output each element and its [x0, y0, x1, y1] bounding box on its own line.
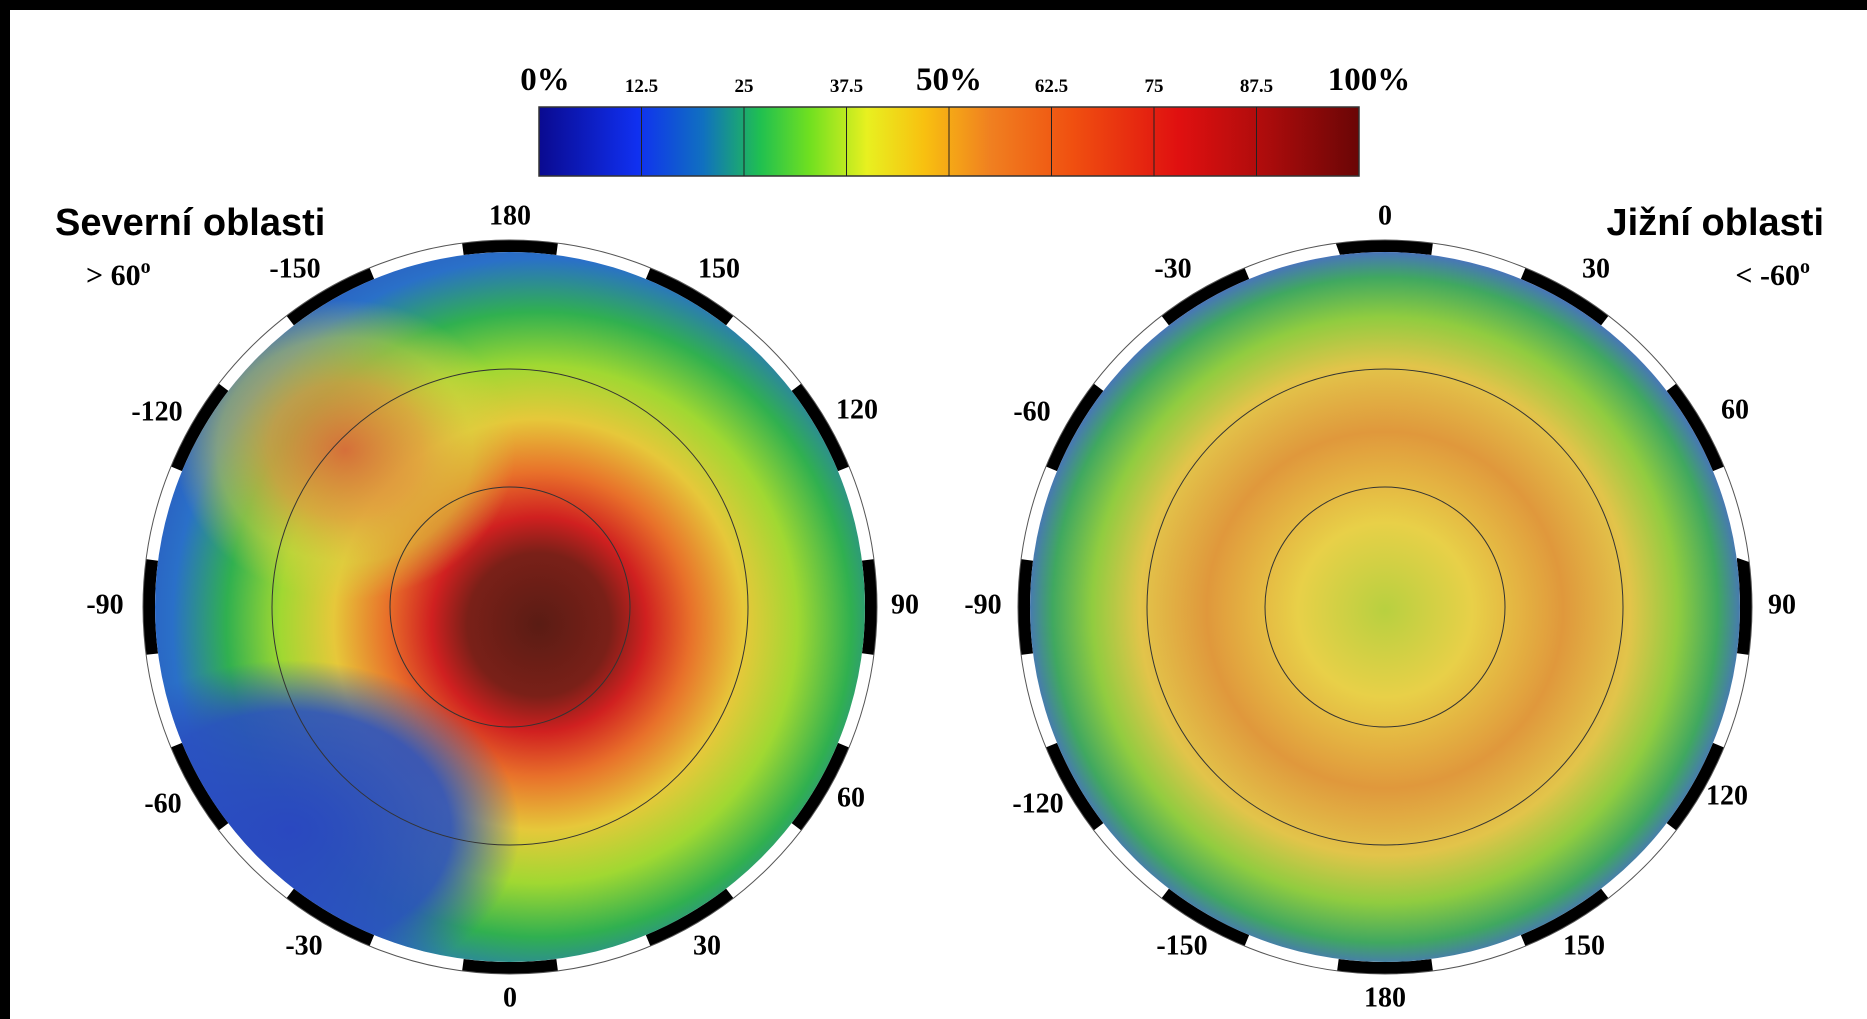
- longitude-label: -90: [86, 589, 123, 620]
- longitude-label: -120: [1012, 788, 1063, 819]
- map-subtitle: < -60o: [1735, 256, 1810, 292]
- colorbar-label: 12.5: [625, 76, 658, 97]
- longitude-label: 0: [503, 982, 517, 1013]
- colorbar-label: 100%: [1328, 62, 1411, 98]
- map-title: Severní oblasti: [55, 202, 325, 244]
- map-surface: [60, 250, 870, 1000]
- longitude-label: 150: [698, 253, 740, 284]
- south-map: [980, 202, 1790, 1012]
- colorbar-label: 0%: [520, 62, 570, 98]
- colorbar-label: 87.5: [1240, 76, 1273, 97]
- longitude-label: -150: [269, 253, 320, 284]
- map-subtitle: > 60o: [86, 256, 151, 292]
- colorbar-label: 62.5: [1035, 76, 1068, 97]
- longitude-label: 0: [1378, 200, 1392, 231]
- longitude-label: 60: [837, 782, 865, 813]
- longitude-label: 90: [891, 589, 919, 620]
- longitude-label: 120: [836, 394, 878, 425]
- map-title: Jižní oblasti: [1607, 202, 1824, 244]
- north-map: [60, 202, 915, 1012]
- longitude-label: -60: [144, 788, 181, 819]
- longitude-label: -150: [1156, 930, 1207, 961]
- left-border: [0, 0, 10, 1019]
- colorbar-label: 37.5: [830, 76, 863, 97]
- longitude-label: 90: [1768, 589, 1796, 620]
- subtitle-text: > 60: [86, 259, 141, 292]
- longitude-label: 150: [1563, 930, 1605, 961]
- page: 0% 12.5 25 37.5 50% 62.5 75 87.5 100% Severní ob…: [0, 0, 1867, 1019]
- longitude-label: -90: [964, 589, 1001, 620]
- colorbar-label: 75: [1145, 76, 1164, 97]
- longitude-label: 30: [693, 930, 721, 961]
- colorbar: 0% 12.5 25 37.5 50% 62.5 75 87.5 100%: [520, 62, 1410, 176]
- subtitle-text: < -60: [1735, 259, 1800, 292]
- top-border: [0, 0, 1867, 10]
- longitude-label: -30: [285, 930, 322, 961]
- longitude-label: 60: [1721, 394, 1749, 425]
- longitude-label: 120: [1706, 780, 1748, 811]
- longitude-label: -60: [1013, 396, 1050, 427]
- colorbar-label: 50%: [916, 62, 982, 98]
- longitude-label: 180: [489, 200, 531, 231]
- figure: 0% 12.5 25 37.5 50% 62.5 75 87.5 100% Severní ob…: [0, 0, 1867, 1019]
- subtitle-unit: o: [1800, 256, 1810, 278]
- longitude-label: -30: [1154, 253, 1191, 284]
- subtitle-unit: o: [141, 256, 151, 278]
- map-fill: [175, 300, 515, 600]
- longitude-label: 180: [1364, 982, 1406, 1013]
- longitude-label: 30: [1582, 253, 1610, 284]
- longitude-label: -120: [131, 396, 182, 427]
- colorbar-label: 25: [735, 76, 754, 97]
